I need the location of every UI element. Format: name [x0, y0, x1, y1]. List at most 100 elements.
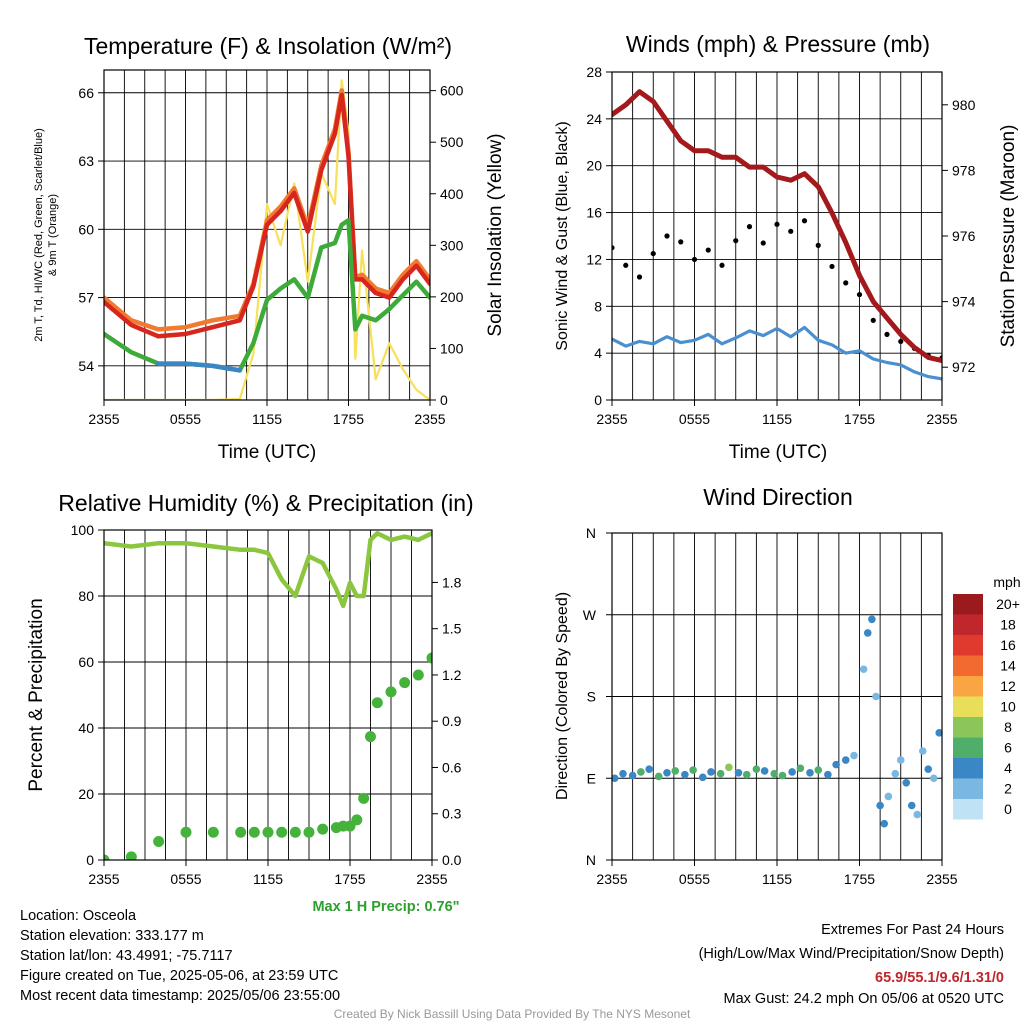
wind-xtick-label: 1755: [844, 411, 875, 427]
temp-ytick-label-right: 500: [440, 134, 464, 150]
rh-ytick-label-right: 0.9: [442, 713, 462, 729]
wind-ytick-label-left: 28: [586, 64, 602, 80]
gust-point: [650, 250, 656, 257]
temp-xtick-label: 0555: [170, 411, 201, 427]
temp-ytick-label-left: 63: [78, 153, 94, 169]
wind-xtick-label: 0555: [679, 411, 710, 427]
legend-label: 8: [1004, 719, 1012, 735]
precip-point: [303, 826, 315, 838]
temp-xtick-label: 2355: [88, 411, 119, 427]
windchill-line: [156, 361, 243, 373]
wind-ytick-label-left: 20: [586, 158, 602, 174]
legend-label: 2: [1004, 781, 1012, 797]
precip-point: [385, 686, 397, 698]
wind-direction-point: [742, 770, 751, 779]
temp-ytick-label-right: 100: [440, 340, 464, 356]
elevation-text: Station elevation: 333.177 m: [20, 928, 204, 944]
wind-ytick-label-left: 16: [586, 205, 602, 221]
max-gust-text: Max Gust: 24.2 mph On 05/06 at 0520 UTC: [723, 991, 1004, 1007]
precip-point: [125, 851, 137, 860]
rh-xtick-label: 1155: [253, 871, 283, 887]
gust-point: [612, 245, 615, 251]
legend-swatch: [953, 737, 983, 758]
wind-direction-point: [645, 765, 653, 773]
dir-xtick-label: 2355: [926, 871, 957, 887]
rh-ytick-label-right: 1.5: [442, 621, 462, 637]
wind-direction-point: [868, 615, 876, 624]
wind-ytick-label-right: 980: [952, 97, 976, 113]
wind-direction-point: [681, 770, 689, 779]
extremes-subtitle: (High/Low/Max Wind/Precipitation/Snow De…: [698, 946, 1004, 962]
temp-xtick-label: 1755: [333, 411, 364, 427]
rh-ytick-label-right: 1.2: [442, 667, 462, 683]
precip-point: [262, 826, 274, 838]
gust-point: [678, 239, 684, 245]
wind-ytick-label-right: 978: [952, 162, 976, 178]
rh-ytick-label-left: 0: [86, 852, 94, 868]
wind-direction-point: [876, 801, 884, 810]
gust-point: [829, 263, 835, 270]
legend-swatch: [953, 778, 983, 799]
wind-direction-point: [671, 767, 680, 775]
rh-ytick-label-right: 0.3: [442, 806, 462, 822]
wind-direction-point: [902, 778, 911, 787]
precip-point: [248, 826, 260, 838]
dir-ytick-label: S: [587, 689, 596, 705]
wind-ylabel: Sonic Wind & Gust (Blue, Black): [554, 121, 571, 350]
precip-point: [365, 731, 376, 743]
location-text: Location: Osceola: [20, 908, 137, 924]
extremes-values: 65.9/55.1/9.6/1.31/0: [875, 970, 1004, 986]
wind-direction-point: [918, 747, 927, 755]
precip-point: [180, 826, 192, 838]
wind-direction-point: [814, 766, 823, 774]
wind-direction-point: [832, 760, 840, 769]
temp-ytick-label-left: 66: [78, 85, 94, 101]
wind-direction-point: [628, 771, 637, 780]
temp-ytick-label-left: 60: [78, 221, 94, 237]
rh-ytick-label-left: 100: [71, 522, 95, 538]
wind-direction-point: [619, 769, 627, 778]
wind-direction-point: [760, 767, 769, 775]
gust-point: [733, 238, 739, 244]
legend-swatch: [953, 717, 983, 738]
rh-xtick-label: 0555: [170, 871, 201, 887]
wind-direction-point: [891, 769, 900, 778]
precip-point: [317, 823, 329, 835]
gust-point: [801, 218, 808, 224]
rh-chart-title: Relative Humidity (%) & Precipitation (i…: [58, 490, 473, 516]
legend-swatch: [953, 676, 983, 697]
legend-swatch: [953, 758, 983, 779]
recent-data-text: Most recent data timestamp: 2025/05/06 2…: [20, 988, 341, 1004]
wind-direction-point: [913, 810, 922, 819]
temp-ytick-label-right: 0: [440, 392, 448, 408]
wind-direction-point: [935, 729, 942, 737]
precip-point: [358, 792, 370, 804]
legend-swatch: [953, 635, 983, 656]
legend-label: 16: [1000, 637, 1016, 653]
temp-xlabel: Time (UTC): [218, 442, 317, 463]
dir-xtick-label: 2355: [596, 871, 627, 887]
legend-label: 10: [1000, 699, 1016, 715]
temp-ytick-label-right: 200: [440, 289, 464, 305]
legend-label: 4: [1004, 760, 1012, 776]
gust-point: [774, 221, 780, 227]
legend-label: 20+: [996, 596, 1020, 612]
wind-direction-point: [824, 770, 832, 779]
legend-swatch: [953, 655, 983, 676]
wind-xtick-label: 2355: [926, 411, 957, 427]
wind-direction-point: [924, 765, 933, 773]
rh-ytick-label-right: 1.8: [442, 574, 462, 590]
wind-direction-point: [859, 665, 868, 674]
temp-xtick-label: 1155: [252, 411, 282, 427]
wind-direction-point: [689, 766, 697, 774]
dir-chart-title: Wind Direction: [703, 484, 853, 510]
station-pressure-line: [612, 89, 942, 364]
precip-point: [207, 826, 219, 838]
created-text: Figure created on Tue, 2025-05-06, at 23…: [20, 968, 339, 984]
gust-point: [760, 240, 766, 246]
extremes-title: Extremes For Past 24 Hours: [821, 922, 1004, 938]
rh-plot-area: 2355 0555 1155 1755 2355 0 20 40 60 80 100 0.0 0.3 0.…: [71, 522, 462, 887]
dir-ylabel: Direction (Colored By Speed): [554, 592, 571, 800]
